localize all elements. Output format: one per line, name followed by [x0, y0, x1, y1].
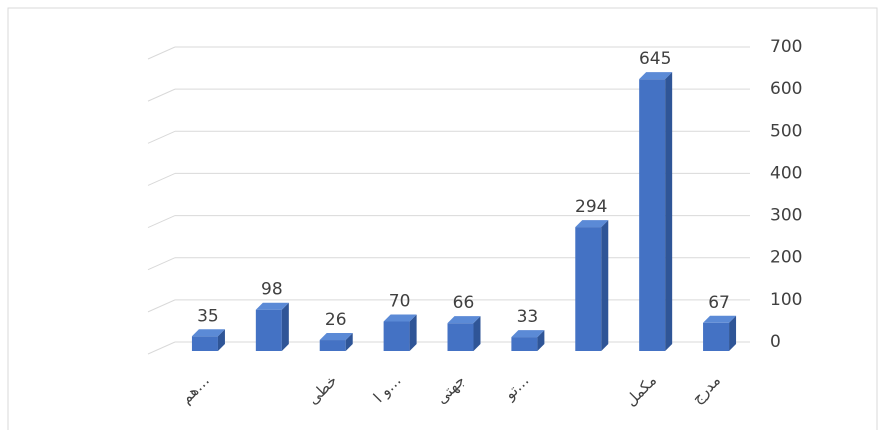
bar [255, 309, 282, 351]
value-label: 645 [639, 49, 671, 69]
x-tick-label: جهتی [432, 371, 468, 407]
bar [319, 340, 346, 351]
grid-line-side [147, 130, 176, 144]
bar [575, 227, 602, 351]
value-label: 70 [389, 292, 411, 312]
bar-top [191, 329, 225, 337]
bar-top [447, 316, 481, 324]
x-tick-label: و ا… [370, 371, 405, 406]
bar [191, 336, 218, 351]
bar-side [345, 333, 353, 351]
bar-side [601, 220, 609, 351]
value-label: 67 [708, 293, 730, 313]
bar [511, 337, 538, 351]
x-tick-label: خطی [304, 371, 341, 408]
bar-side [217, 329, 225, 351]
grid-line-side [147, 257, 176, 271]
grid-line-side [147, 46, 176, 60]
y-tick-label: 500 [770, 121, 802, 141]
y-tick-label: 300 [770, 206, 802, 226]
grid-line-side [147, 215, 176, 229]
bar-side [473, 316, 481, 351]
y-tick-label: 400 [770, 163, 802, 183]
bar [639, 79, 666, 351]
grid-line-side [147, 341, 176, 355]
value-label: 98 [261, 280, 283, 300]
bar-side [729, 315, 737, 351]
value-label: 66 [453, 293, 475, 313]
bar-side [537, 330, 545, 351]
bar-side [665, 72, 673, 351]
bar-top [575, 220, 609, 228]
bar-top [511, 330, 545, 338]
bar-top [639, 72, 673, 80]
bar-top [255, 302, 289, 310]
y-tick-label: 600 [770, 79, 802, 99]
bar-top [319, 333, 353, 341]
y-tick-label: 0 [770, 332, 781, 352]
x-tick-label: تو… [500, 371, 532, 403]
bar [703, 322, 730, 351]
grid-line-side [147, 299, 176, 313]
value-label: 35 [197, 306, 219, 326]
y-tick-label: 700 [770, 37, 802, 57]
bar-top [383, 314, 417, 322]
bar-side [281, 302, 289, 351]
bar-side [409, 314, 417, 351]
bar-top [703, 315, 737, 323]
y-tick-label: 200 [770, 248, 802, 268]
grid-line-side [147, 172, 176, 186]
x-tick-label: مکمل [622, 371, 660, 409]
value-label: 294 [575, 197, 607, 217]
bar [447, 323, 474, 351]
bar [383, 321, 410, 351]
chart-border [7, 7, 878, 430]
grid-line-side [147, 88, 176, 102]
x-tick-label: هم… [177, 371, 213, 407]
x-tick-label: مدرج [688, 371, 725, 408]
value-label: 33 [517, 307, 539, 327]
value-label: 26 [325, 310, 347, 330]
y-tick-label: 100 [770, 290, 802, 310]
